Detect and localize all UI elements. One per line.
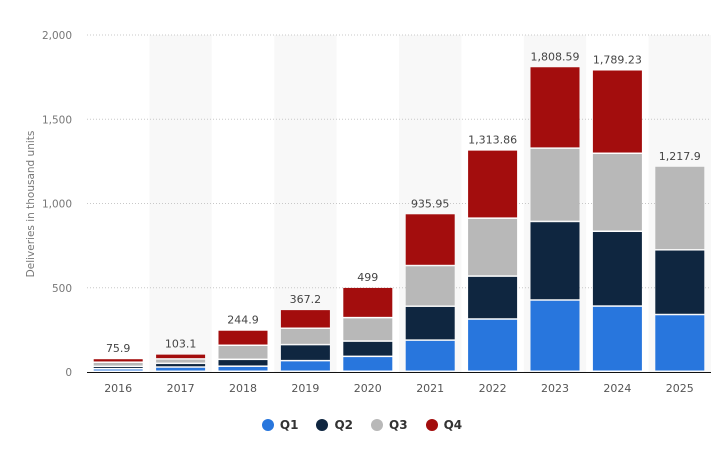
bar-segment-q4-2022	[468, 150, 518, 218]
data-label: 1,217.9	[659, 150, 701, 163]
x-tick-label: 2019	[291, 382, 319, 395]
bar-segment-q4-2019	[280, 310, 330, 328]
y-tick-label: 1,000	[42, 199, 72, 211]
x-tick-label: 2020	[354, 382, 382, 395]
y-tick-label: 1,500	[42, 114, 72, 126]
bar-segment-q2-2019	[280, 345, 330, 360]
stacked-bar-chart: 0 500 1,000 1,500 2,000 Deliveries in thousan…	[25, 30, 711, 395]
bar-segment-q3-2023	[530, 148, 580, 221]
data-label: 1,789.23	[593, 54, 642, 67]
bar-segment-q4-2021	[405, 214, 455, 265]
bar-segment-q1-2016	[93, 369, 143, 371]
legend-item-q1[interactable]: Q1	[261, 418, 299, 432]
legend-swatch-q1	[261, 419, 274, 431]
data-label: 1,313.86	[468, 134, 517, 147]
y-tick-label: 2,000	[42, 30, 72, 42]
x-tick-label: 2018	[229, 382, 257, 395]
bar-segment-q1-2017	[156, 367, 206, 371]
x-tick-label: 2024	[603, 382, 631, 395]
bar-segment-q3-2016	[93, 362, 143, 366]
bar-segment-q1-2018	[218, 366, 268, 371]
bar-segment-q2-2016	[93, 367, 143, 369]
bar-segment-q1-2025	[655, 315, 705, 371]
data-label: 367.2	[290, 293, 322, 306]
data-label: 244.9	[227, 314, 259, 327]
legend-label: Q3	[389, 418, 408, 432]
x-tick-label: 2023	[541, 382, 569, 395]
legend-label: Q2	[334, 418, 353, 432]
bar-segment-q3-2018	[218, 346, 268, 359]
bar-segment-q3-2020	[343, 318, 393, 341]
y-tick-label: 0	[65, 367, 72, 379]
bar-segment-q3-2019	[280, 328, 330, 344]
y-axis-label: Deliveries in thousand units	[25, 131, 37, 278]
bar-segment-q3-2017	[156, 359, 206, 363]
legend: Q1 Q2 Q3 Q4	[0, 418, 724, 432]
bar-segment-q4-2024	[592, 70, 642, 153]
bar-segment-q1-2023	[530, 300, 580, 371]
legend-item-q4[interactable]: Q4	[425, 418, 463, 432]
bar-segment-q2-2022	[468, 276, 518, 319]
legend-item-q2[interactable]: Q2	[316, 418, 353, 432]
bar-segment-q4-2020	[343, 287, 393, 317]
x-tick-label: 2017	[167, 382, 195, 395]
data-label: 103.1	[165, 338, 197, 351]
data-label: 499	[357, 271, 378, 284]
bar-segment-q1-2022	[468, 319, 518, 371]
bar-segment-q3-2021	[405, 266, 455, 306]
bar-segment-q4-2017	[156, 354, 206, 359]
legend-swatch-q4	[425, 419, 438, 431]
x-tick-label: 2022	[479, 382, 507, 395]
y-tick-label: 500	[52, 283, 72, 295]
bar-segment-q1-2020	[343, 357, 393, 371]
x-tick-label: 2016	[104, 382, 132, 395]
data-label: 1,808.59	[531, 50, 580, 63]
legend-swatch-q2	[316, 419, 329, 431]
legend-item-q3[interactable]: Q3	[371, 418, 408, 432]
bar-segment-q2-2025	[655, 250, 705, 314]
bar-segment-q3-2022	[468, 218, 518, 276]
bar-segment-q2-2023	[530, 222, 580, 300]
legend-label: Q1	[279, 418, 299, 432]
bar-segment-q2-2018	[218, 360, 268, 366]
bar-segment-q3-2025	[655, 166, 705, 250]
x-tick-label: 2025	[666, 382, 694, 395]
bar-segment-q1-2024	[592, 306, 642, 371]
bar-segment-q1-2019	[280, 361, 330, 371]
x-tick-label: 2021	[416, 382, 444, 395]
bar-segment-q2-2021	[405, 306, 455, 340]
legend-label: Q4	[443, 418, 463, 432]
bar-segment-q2-2017	[156, 364, 206, 367]
bar-segment-q4-2018	[218, 330, 268, 345]
bar-segment-q2-2024	[592, 232, 642, 306]
bar-segment-q4-2016	[93, 359, 143, 362]
bar-segment-q2-2020	[343, 341, 393, 356]
data-label: 75.9	[106, 342, 131, 355]
legend-swatch-q3	[371, 419, 383, 431]
bar-segment-q1-2021	[405, 340, 455, 371]
bar-segment-q3-2024	[592, 154, 642, 231]
data-label: 935.95	[411, 197, 450, 210]
bar-segment-q4-2023	[530, 67, 580, 148]
